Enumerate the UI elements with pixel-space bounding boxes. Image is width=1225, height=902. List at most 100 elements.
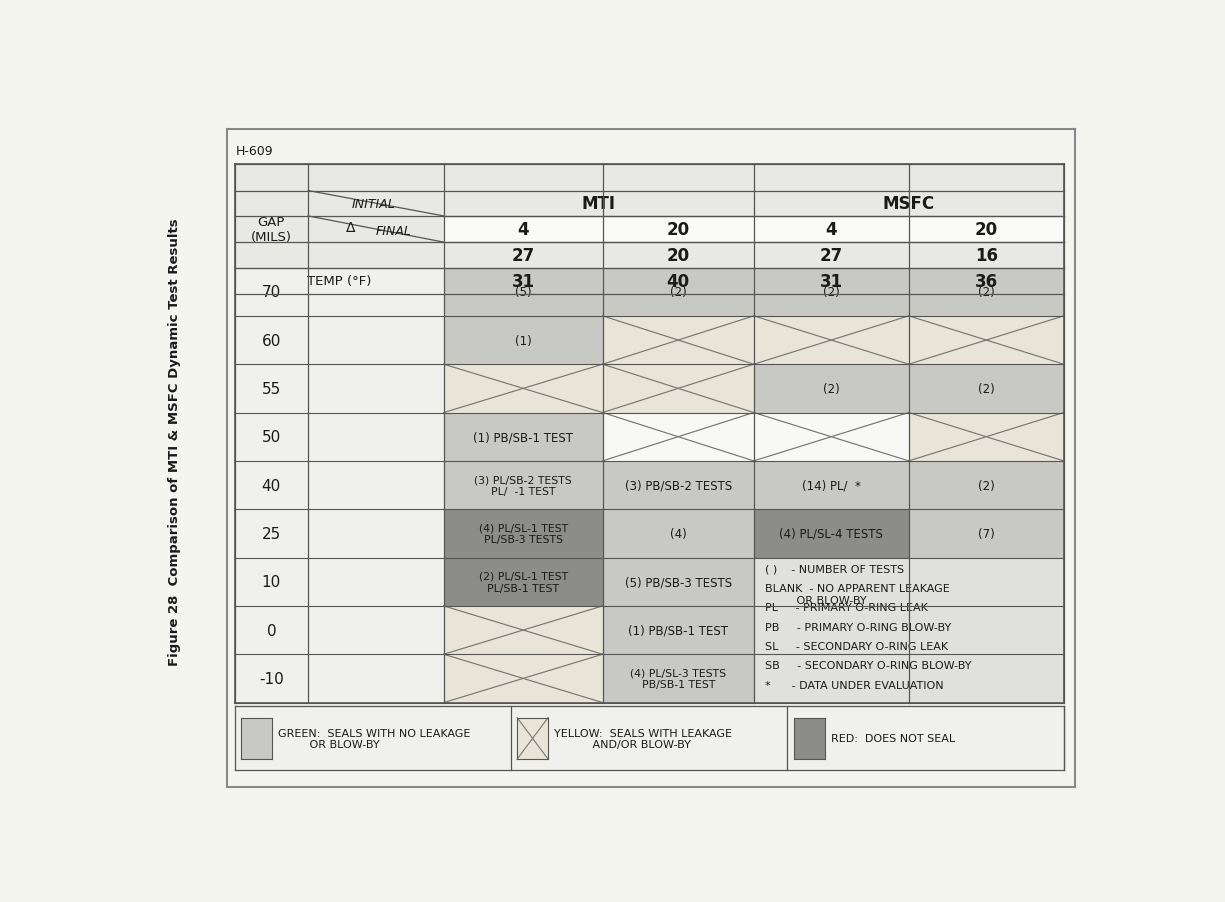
Text: 55: 55: [262, 382, 281, 396]
Bar: [234, 510, 443, 558]
Bar: [443, 268, 603, 317]
Bar: [603, 317, 753, 364]
Text: Figure 28  Comparison of MTI & MSFC Dynamic Test Results: Figure 28 Comparison of MTI & MSFC Dynam…: [168, 217, 181, 665]
Text: 27: 27: [512, 246, 535, 264]
Bar: [603, 461, 753, 510]
Text: (2): (2): [823, 286, 839, 299]
Bar: [753, 268, 909, 294]
Text: 36: 36: [975, 272, 998, 290]
Bar: [753, 216, 909, 243]
Bar: [753, 191, 1063, 216]
Bar: [443, 461, 603, 510]
Text: (2): (2): [978, 286, 995, 299]
Bar: [753, 243, 909, 268]
Text: 27: 27: [820, 246, 843, 264]
Bar: [517, 718, 548, 759]
Bar: [443, 558, 603, 606]
Text: 4: 4: [826, 221, 837, 239]
Text: 31: 31: [512, 272, 535, 290]
Bar: [753, 461, 909, 510]
Bar: [909, 216, 1063, 243]
Text: (5): (5): [514, 286, 532, 299]
Text: 20: 20: [975, 221, 998, 239]
Text: 60: 60: [262, 333, 281, 348]
Text: -10: -10: [258, 671, 284, 686]
Text: YELLOW:  SEALS WITH LEAKAGE
           AND/OR BLOW-BY: YELLOW: SEALS WITH LEAKAGE AND/OR BLOW-B…: [555, 728, 733, 750]
Bar: [443, 243, 603, 268]
Text: *      - DATA UNDER EVALUATION: * - DATA UNDER EVALUATION: [766, 680, 944, 690]
Text: 16: 16: [975, 246, 997, 264]
Bar: [309, 191, 443, 268]
Bar: [443, 364, 603, 413]
Text: (1) PB/SB-1 TEST: (1) PB/SB-1 TEST: [628, 624, 728, 637]
Text: BLANK  - NO APPARENT LEAKAGE
         OR BLOW-BY: BLANK - NO APPARENT LEAKAGE OR BLOW-BY: [766, 584, 951, 605]
Text: PL     - PRIMARY O-RING LEAK: PL - PRIMARY O-RING LEAK: [766, 603, 929, 612]
Text: 70: 70: [262, 285, 281, 299]
Bar: [909, 558, 1063, 606]
Text: (7): (7): [978, 528, 995, 540]
Text: 31: 31: [820, 272, 843, 290]
Text: Δ: Δ: [345, 221, 355, 235]
Text: (4): (4): [670, 528, 686, 540]
Text: TEMP (°F): TEMP (°F): [307, 275, 371, 288]
Bar: [234, 364, 443, 413]
Text: 10: 10: [262, 575, 281, 590]
Bar: [234, 268, 443, 294]
Bar: [753, 655, 909, 703]
Text: (5) PB/SB-3 TESTS: (5) PB/SB-3 TESTS: [625, 575, 731, 589]
Bar: [909, 364, 1063, 413]
Bar: [753, 558, 909, 606]
Text: (2) PL/SL-1 TEST
PL/SB-1 TEST: (2) PL/SL-1 TEST PL/SB-1 TEST: [479, 571, 567, 593]
Bar: [234, 461, 443, 510]
Bar: [909, 243, 1063, 268]
Bar: [234, 706, 1063, 770]
Text: MSFC: MSFC: [883, 195, 935, 213]
Bar: [753, 268, 909, 317]
Bar: [234, 558, 443, 606]
Bar: [234, 191, 309, 268]
Bar: [794, 718, 824, 759]
Text: (14) PL/  *: (14) PL/ *: [802, 479, 861, 492]
Text: MTI: MTI: [582, 195, 616, 213]
Bar: [234, 164, 1063, 191]
Text: RED:  DOES NOT SEAL: RED: DOES NOT SEAL: [831, 733, 954, 743]
Bar: [234, 655, 443, 703]
Bar: [909, 268, 1063, 294]
Bar: [603, 364, 753, 413]
Text: (2): (2): [823, 382, 839, 395]
Text: 25: 25: [262, 526, 281, 541]
Text: 40: 40: [262, 478, 281, 493]
Text: 4: 4: [517, 221, 529, 239]
Bar: [603, 268, 753, 294]
Bar: [234, 606, 443, 655]
Bar: [603, 606, 753, 655]
Bar: [234, 413, 443, 461]
Text: (2): (2): [978, 382, 995, 395]
Text: SL     - SECONDARY O-RING LEAK: SL - SECONDARY O-RING LEAK: [766, 641, 948, 651]
Bar: [603, 510, 753, 558]
Bar: [603, 216, 753, 243]
Text: PB     - PRIMARY O-RING BLOW-BY: PB - PRIMARY O-RING BLOW-BY: [766, 622, 952, 632]
Bar: [443, 317, 603, 364]
Text: (4) PL/SL-1 TEST
PL/SB-3 TESTS: (4) PL/SL-1 TEST PL/SB-3 TESTS: [479, 523, 567, 545]
Bar: [753, 364, 909, 413]
Bar: [234, 317, 443, 364]
Bar: [753, 413, 909, 461]
Bar: [443, 191, 753, 216]
Bar: [909, 317, 1063, 364]
Bar: [909, 461, 1063, 510]
Bar: [443, 413, 603, 461]
Bar: [443, 268, 603, 294]
Text: (1): (1): [514, 334, 532, 347]
Bar: [753, 606, 909, 655]
Text: FINAL: FINAL: [375, 226, 412, 238]
Bar: [603, 558, 753, 606]
Text: (1) PB/SB-1 TEST: (1) PB/SB-1 TEST: [473, 431, 573, 444]
Bar: [443, 216, 603, 243]
Bar: [443, 655, 603, 703]
Bar: [234, 268, 443, 317]
Text: GREEN:  SEALS WITH NO LEAKAGE
         OR BLOW-BY: GREEN: SEALS WITH NO LEAKAGE OR BLOW-BY: [278, 728, 470, 750]
Bar: [909, 606, 1063, 655]
Text: ( )    - NUMBER OF TESTS: ( ) - NUMBER OF TESTS: [766, 564, 904, 574]
Text: (3) PB/SB-2 TESTS: (3) PB/SB-2 TESTS: [625, 479, 731, 492]
